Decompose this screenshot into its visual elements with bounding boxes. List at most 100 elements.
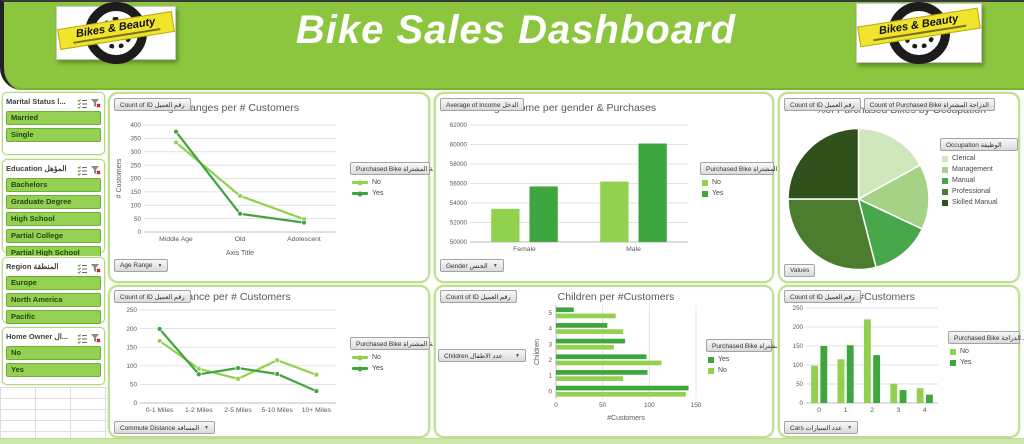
svg-text:100: 100 xyxy=(126,363,137,370)
chart-canvas-occupation xyxy=(788,127,930,271)
slicer-item-single[interactable]: Single xyxy=(6,128,101,142)
svg-text:0: 0 xyxy=(548,388,552,395)
axis-field-button-income[interactable]: Gender الجنس ▼ xyxy=(440,259,504,272)
svg-text:5-10 Miles: 5-10 Miles xyxy=(262,407,294,414)
legend-field-button[interactable]: Purchased Bike الدراجة...▼ xyxy=(948,331,1024,344)
multi-select-icon[interactable] xyxy=(77,331,88,344)
chart-title-distance: Distance per # Customers xyxy=(169,291,291,303)
slicer-item-yes[interactable]: Yes xyxy=(6,363,101,377)
clear-filter-icon[interactable] xyxy=(90,331,101,343)
legend-field-button-label: Purchased Bike الدراجة... xyxy=(954,334,1024,342)
legend-field-button[interactable]: Purchased Bike الدراجة المشتراة▼ xyxy=(706,339,815,352)
pivot-field-buttons: Count of ID رقم العميل xyxy=(440,290,517,303)
axis-field-button-distance[interactable]: Commute Distance المسافة ▼ xyxy=(114,421,215,434)
pivot-value-button[interactable]: Count of Purchased Bike الدراجة المشتراة xyxy=(863,98,995,111)
svg-text:Male: Male xyxy=(626,246,641,253)
clear-filter-icon[interactable] xyxy=(90,96,101,108)
legend-field-button[interactable]: Purchased Bike الدراجة المشتراة▼ xyxy=(700,162,809,175)
dropdown-arrow-icon: ▼ xyxy=(157,262,163,269)
legend-label: Clerical xyxy=(952,155,976,162)
svg-text:# Customers: # Customers xyxy=(116,158,123,198)
legend-occupation: Occupation الوظيفة Clerical Management Manu… xyxy=(940,138,1018,206)
slicer-item-graduate-degree[interactable]: Graduate Degree xyxy=(6,195,101,209)
slicer-header-marital-status: Marital Status ا... xyxy=(6,95,101,109)
clear-filter-icon[interactable] xyxy=(90,261,101,273)
svg-text:52000: 52000 xyxy=(450,220,468,227)
slicer-title-education: Education المؤهل xyxy=(6,164,67,173)
svg-text:Old: Old xyxy=(235,236,246,243)
legend-swatch-icon xyxy=(942,166,948,173)
legend-line-glyph xyxy=(352,191,368,196)
slicer-item-no[interactable]: No xyxy=(6,346,101,360)
svg-text:250: 250 xyxy=(793,305,804,312)
slicer-item-bachelors[interactable]: Bachelors xyxy=(6,178,101,192)
svg-text:0: 0 xyxy=(817,407,821,414)
legend-item-skilled-manual: Skilled Manual xyxy=(940,199,1018,206)
chart-title-income: Avg. Income per gender & Purchases xyxy=(481,102,657,114)
slicer-item-pacific[interactable]: Pacific xyxy=(6,310,101,324)
multi-select-icon[interactable] xyxy=(77,261,88,274)
pivot-value-button[interactable]: Count of ID رقم العميل xyxy=(784,290,861,303)
legend-label: Manual xyxy=(952,177,975,184)
pivot-field-buttons: Average of Income الدخل xyxy=(440,98,525,111)
svg-text:1-2 Miles: 1-2 Miles xyxy=(185,407,213,414)
svg-text:56000: 56000 xyxy=(450,181,468,188)
slicer-title-marital-status: Marital Status ا... xyxy=(6,97,66,106)
svg-text:50000: 50000 xyxy=(450,239,468,246)
pivot-value-button[interactable]: Average of Income الدخل xyxy=(440,98,525,111)
slicer-item-partial-college[interactable]: Partial College xyxy=(6,229,101,243)
legend-field-button[interactable]: Purchased Bike الدراجة المشتراة▼ xyxy=(350,337,459,350)
svg-text:10+ Miles: 10+ Miles xyxy=(302,407,332,414)
svg-text:4: 4 xyxy=(548,326,552,333)
pivot-value-button-label: Count of ID رقم العميل xyxy=(120,293,185,301)
legend-line-glyph xyxy=(352,366,368,371)
legend-label: Skilled Manual xyxy=(952,199,998,206)
clear-filter-icon[interactable] xyxy=(90,163,101,175)
slicer-region: Region المنطقة Europe North America Pacific xyxy=(2,257,105,324)
svg-text:0: 0 xyxy=(554,402,558,409)
axis-field-button-children[interactable]: Children عدد الاطفال ▼ xyxy=(438,349,526,362)
pivot-value-button[interactable]: Count of ID رقم العميل xyxy=(114,290,191,303)
pivot-value-button[interactable]: Count of ID رقم العميل xyxy=(440,290,517,303)
legend-item-yes: Yes xyxy=(350,190,430,197)
legend-label: Professional xyxy=(952,188,991,195)
legend-swatch-icon xyxy=(942,155,948,162)
values-button-label: Values xyxy=(790,267,810,274)
pivot-field-buttons: Count of ID رقم العميل Count of Purchased… xyxy=(784,98,995,111)
legend-field-button[interactable]: Purchased Bike الدراجة المشتراة▼ xyxy=(350,162,459,175)
multi-select-icon[interactable] xyxy=(77,163,88,176)
svg-text:50: 50 xyxy=(599,402,607,409)
legend-item-no: No xyxy=(706,367,772,374)
pivot-value-button[interactable]: Count of ID رقم العميل xyxy=(784,98,861,111)
legend-distance: Purchased Bike الدراجة المشتراة▼ No Yes xyxy=(350,337,459,372)
axis-field-button-cars[interactable]: Cars عدد السيارات ▼ xyxy=(784,421,859,434)
slicer-item-europe[interactable]: Europe xyxy=(6,276,101,290)
values-button[interactable]: Values xyxy=(784,264,816,277)
svg-text:60000: 60000 xyxy=(450,142,468,149)
svg-text:150: 150 xyxy=(691,402,702,409)
legend-swatch-icon xyxy=(702,179,708,186)
brand-logo-left: Bikes & Beauty xyxy=(56,2,176,64)
svg-text:2-5 Miles: 2-5 Miles xyxy=(224,407,252,414)
svg-text:50: 50 xyxy=(796,381,803,388)
chart-canvas-income: 50000 52000 54000 56000 58000 60000 62000 Femal… xyxy=(450,122,688,253)
svg-text:58000: 58000 xyxy=(450,161,468,168)
pivot-value-button[interactable]: Count of ID رقم العميل xyxy=(114,98,191,111)
slicer-item-north-america[interactable]: North America xyxy=(6,293,101,307)
slicer-item-married[interactable]: Married xyxy=(6,111,101,125)
slicer-item-high-school[interactable]: High School xyxy=(6,212,101,226)
svg-text:Female: Female xyxy=(513,246,536,253)
legend-age: Purchased Bike الدراجة المشتراة▼ No Yes xyxy=(350,162,459,197)
svg-text:400: 400 xyxy=(130,122,141,129)
axis-field-button-age[interactable]: Age Range ▼ xyxy=(114,259,169,272)
svg-text:150: 150 xyxy=(130,189,141,196)
chart-panel-distance: Count of ID رقم العميل Distance per # Cus… xyxy=(108,285,459,438)
multi-select-icon[interactable] xyxy=(77,96,88,109)
legend-field-button[interactable]: Occupation الوظيفة xyxy=(940,138,1018,151)
legend-label: No xyxy=(712,179,721,186)
legend-field-button-label: Purchased Bike الدراجة المشتراة xyxy=(706,165,799,173)
svg-text:200: 200 xyxy=(130,176,141,183)
dropdown-arrow-icon: ▼ xyxy=(515,352,520,359)
slicer-title-region: Region المنطقة xyxy=(6,262,59,271)
